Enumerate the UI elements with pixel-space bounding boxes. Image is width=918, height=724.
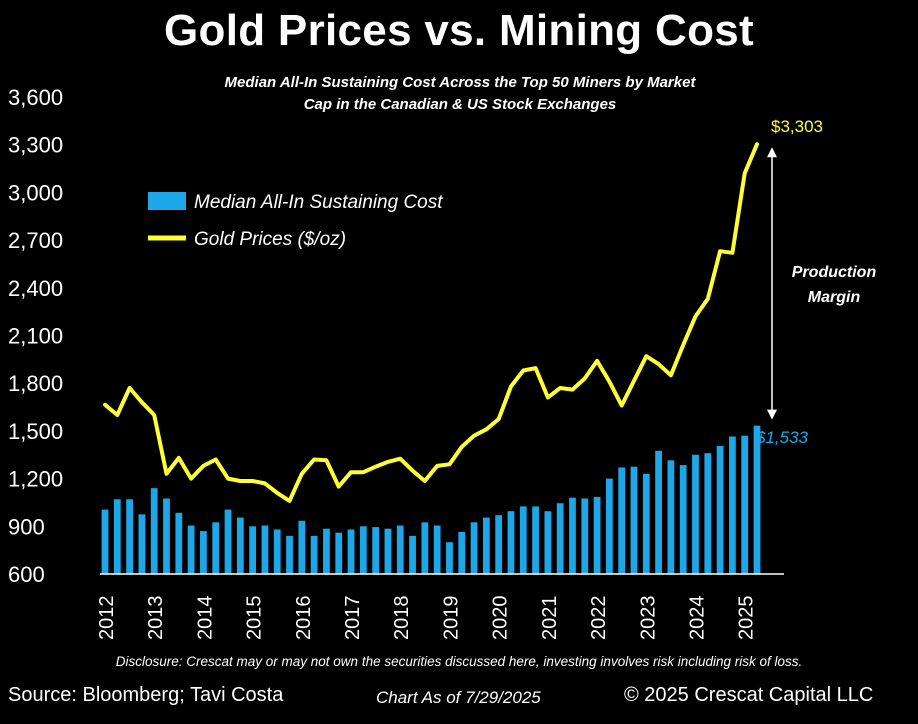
cost-bar [335,532,343,574]
cost-bar [359,526,367,574]
cost-bar [347,529,355,574]
copyright-text: © 2025 Crescat Capital LLC [624,684,874,706]
margin-arrow-head-down [767,409,777,420]
cost-bar [200,531,207,574]
x-tick-label: 2013 [145,596,167,641]
cost-bar [667,460,675,574]
subtitle-line-2: Cap in the Canadian & US Stock Exchanges [303,96,617,113]
legend-label-cost: Median All-In Sustaining Cost [194,192,443,213]
cost-bar [310,535,318,574]
cost-bar [458,531,466,574]
cost-bar [532,506,539,574]
x-tick-label: 2019 [440,596,462,641]
x-tick-label: 2024 [686,596,708,641]
cost-bar [507,511,515,574]
cost-bar [286,535,293,574]
source-text: Source: Bloomberg; Tavi Costa [8,684,284,706]
margin-label-line-1: Production [792,264,877,281]
chart-subtitle: Median All-In Sustaining Cost Across the… [160,72,760,116]
cost-bar [187,525,195,574]
cost-bar [716,446,724,574]
cost-bar [101,509,109,574]
cost-bar [482,517,490,574]
x-tick-label: 2014 [194,596,216,641]
chart-title: Gold Prices vs. Mining Cost [164,6,754,55]
y-tick-label: 3,300 [8,133,63,158]
y-tick-label: 3,600 [8,85,63,110]
cost-bar [372,527,380,574]
cost-bar [249,526,257,574]
x-tick-label: 2018 [391,596,413,641]
cost-bar [692,454,699,574]
disclosure-text: Disclosure: Crescat may or may not own t… [115,654,803,669]
x-tick-label: 2016 [293,596,315,641]
cost-bar [212,522,220,574]
cost-bar [409,535,416,574]
cost-bar [495,515,503,574]
x-tick-label: 2017 [342,596,364,641]
gold-price-line [103,142,759,503]
y-tick-label: 2,700 [8,228,63,253]
cost-bar [605,478,613,574]
x-tick-label: 2020 [490,596,512,641]
cost-bar [618,467,626,574]
cost-bar [323,528,330,574]
x-tick-label: 2022 [588,596,610,641]
cost-bar [470,522,478,574]
y-tick-label: 2,100 [8,324,63,349]
y-tick-label: 600 [8,562,45,587]
cost-bar [298,520,306,574]
cost-bar [519,506,527,574]
y-tick-label: 2,400 [8,276,63,301]
gold-end-label: $3,303 [771,117,823,136]
x-tick-label: 2025 [736,596,758,641]
cost-bar [138,514,146,574]
cost-bar [679,465,687,574]
cost-bar [569,497,576,574]
cost-bar [741,435,749,574]
cost-bar [630,466,638,574]
cost-bar [544,511,552,574]
cost-bar [236,517,244,574]
x-tick-label: 2023 [637,596,659,641]
cost-bar [446,542,453,574]
cost-bar [753,425,761,574]
cost-bar [396,525,404,574]
cost-bar [581,498,589,574]
cost-bar [113,499,121,574]
cost-bar [273,529,281,574]
cost-bar [126,499,133,574]
cost-bar [163,498,170,574]
y-tick-label: 3,000 [8,180,63,205]
y-tick-label: 1,800 [8,371,63,396]
cost-bar [150,488,158,574]
subtitle-line-1: Median All-In Sustaining Cost Across the… [224,74,696,91]
x-tick-label: 2012 [96,596,118,641]
cost-end-label: $1,533 [755,428,809,447]
as-of-text: Chart As of 7/29/2025 [376,688,541,707]
cost-bar [175,512,183,574]
y-tick-label: 1,200 [8,467,63,492]
cost-bar [224,509,232,574]
cost-bar [384,528,392,574]
cost-bar [642,473,650,574]
y-tick-label: 900 [8,514,45,539]
cost-bar [704,453,712,574]
cost-bar [433,525,441,574]
x-tick-label: 2015 [244,596,266,641]
margin-label-line-2: Margin [808,289,861,306]
margin-arrow-head-up [767,147,777,158]
cost-bar [556,503,564,574]
x-tick-label: 2021 [539,596,561,641]
legend-label-gold: Gold Prices ($/oz) [194,229,346,250]
cost-bar [655,450,662,574]
cost-bar [593,496,601,574]
cost-bar [729,436,736,574]
cost-bar [421,522,429,574]
y-tick-label: 1,500 [8,419,63,444]
legend-swatch-cost [148,192,186,210]
cost-bar [261,525,269,574]
